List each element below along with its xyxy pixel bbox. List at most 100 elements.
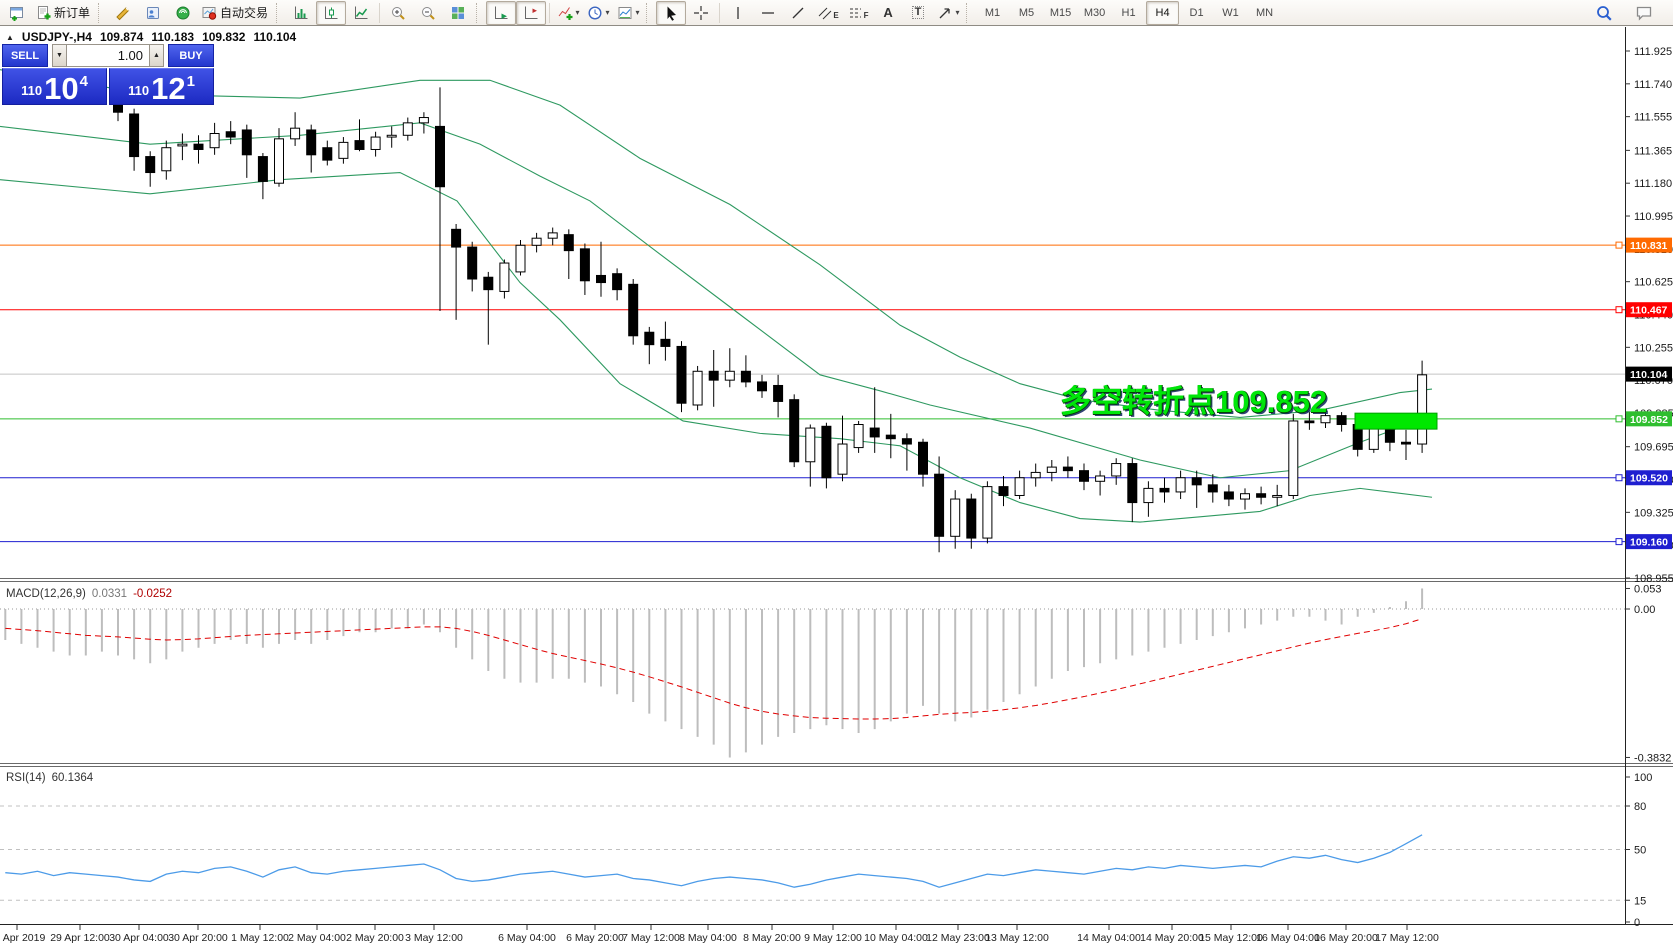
time-axis-label: 30 Apr 04:00 [109,932,169,944]
chart-shift-button[interactable] [516,0,547,25]
zoom-out-button[interactable] [413,1,443,25]
horizontal-line-button[interactable] [753,1,783,25]
bollinger-lower [0,171,1433,523]
timeframe-button-m1[interactable]: M1 [984,6,1001,19]
toolbar-grip [476,2,482,23]
bar-chart-button[interactable] [286,1,316,25]
chart-canvas[interactable]: 111.925 111.740 111.555 111.365 111.180 110.9… [0,26,1673,949]
autotrading-button[interactable]: 自动交易 [198,1,273,25]
toolbar-grip [98,2,104,23]
new-chart-icon [10,6,23,21]
horizontal-line-icon [762,11,775,14]
timeframe-button-d1[interactable]: D1 [1189,6,1204,19]
sell-price-display[interactable]: 110 10 4 [2,68,107,105]
channel-icon [819,7,832,19]
chat-button[interactable] [1629,1,1659,25]
zoom-in-button[interactable] [383,1,413,25]
crosshair-button[interactable] [686,1,716,25]
timeframe-button-w1[interactable]: W1 [1222,6,1239,19]
tile-windows-icon [452,6,465,19]
fibonacci-letter: F [863,11,869,20]
text-tool-button[interactable]: A [873,1,903,25]
label-tool-button[interactable]: T [903,1,933,25]
time-axis-label: 1 May 12:00 [231,932,289,944]
quote-open: 109.874 [99,30,144,44]
vertical-line-button[interactable] [723,1,753,25]
buy-price-display[interactable]: 110 12 1 [109,68,214,105]
timeframe-button-h4[interactable]: H4 [1146,0,1180,25]
price-tick-label: 109.695 [1634,442,1673,454]
volume-input[interactable]: 1.00 [67,44,149,67]
search-button[interactable] [1589,1,1619,25]
quote-high: 110.183 [151,30,195,44]
periods-icon [588,5,602,20]
price-tick-label: 111.180 [1634,178,1672,190]
market-watch-button[interactable] [138,1,168,25]
vertical-line-icon [737,6,739,19]
candlestick-chart-button[interactable] [316,0,347,25]
toolbar-right-group [1589,1,1673,25]
metaeditor-button[interactable] [108,1,138,25]
rsi-line [5,834,1423,888]
cursor-icon [667,6,677,21]
rsi-axis-label: 50 [1634,845,1646,857]
highlight-rectangle[interactable] [1354,412,1438,430]
sell-button[interactable]: SELL [2,44,48,67]
price-tick-label: 110.995 [1634,211,1673,223]
tile-windows-button[interactable] [443,1,473,25]
macd-axis-label: 0.00 [1634,604,1655,616]
one-click-trading-panel: SELL ▼ 1.00 ▲ BUY 110 10 4 110 12 1 [2,44,214,105]
collapse-icon[interactable]: ▲ [6,32,14,42]
channel-button[interactable]: E [813,1,843,25]
line-chart-icon [355,6,368,19]
time-axis-label: 6 May 20:00 [566,932,624,944]
quote-low: 109.832 [202,30,246,44]
buy-price-prefix: 110 [128,83,150,98]
price-badge [1626,470,1672,486]
auto-scroll-button[interactable] [486,0,517,25]
buy-button[interactable]: BUY [168,44,214,67]
new-order-icon [38,5,51,19]
bollinger-upper [0,69,1433,418]
trendline-button[interactable] [783,1,813,25]
shapes-button[interactable]: ▾ [933,1,963,25]
new-order-label: 新订单 [54,6,91,20]
timeframe-toolbar: M1 M5 M15 M30 H1 H4 D1 W1 MN [976,0,1281,25]
cursor-button[interactable] [656,0,687,25]
zoom-out-icon [422,6,435,20]
templates-button[interactable]: ▾ [613,1,643,25]
new-order-button[interactable]: 新订单 [32,1,95,25]
price-tick-label: 111.365 [1634,145,1672,157]
signals-button[interactable] [168,1,198,25]
volume-decrease-button[interactable]: ▼ [52,44,67,67]
indicators-icon [558,6,573,20]
price-tick-label: 110.255 [1634,342,1673,354]
fibonacci-button[interactable]: F [843,1,873,25]
timeframe-button-m15[interactable]: M15 [1049,6,1072,19]
line-chart-button[interactable] [346,1,376,25]
timeframe-button-m5[interactable]: M5 [1018,6,1035,19]
price-tick-label: 111.555 [1634,112,1672,124]
time-axis-label: 15 May 12:00 [1199,932,1263,944]
timeframe-button-h1[interactable]: H1 [1121,6,1136,19]
auto-scroll-icon [495,6,508,19]
crosshair-icon [694,5,709,20]
price-tick-label: 111.740 [1634,79,1672,91]
time-axis-label: 12 May 23:00 [926,932,990,944]
timeframe-button-m30[interactable]: M30 [1083,6,1106,19]
time-axis-label: 17 May 12:00 [1375,932,1439,944]
price-badge [1626,534,1672,550]
price-badge [1626,237,1672,253]
time-axis-label: 14 May 04:00 [1077,932,1141,944]
svg-text:109.160: 109.160 [1630,537,1668,549]
periods-button[interactable]: ▾ [583,1,613,25]
buy-price-pip: 1 [186,73,195,90]
indicators-button[interactable]: ▾ [553,1,583,25]
volume-increase-button[interactable]: ▲ [149,44,164,67]
price-tick-label: 108.955 [1634,573,1673,585]
time-axis-label: 28 Apr 2019 [0,932,45,944]
timeframe-button-mn[interactable]: MN [1255,6,1274,19]
rsi-axis-label: 100 [1634,772,1652,784]
new-chart-button[interactable] [2,1,32,25]
svg-text:110.467: 110.467 [1630,305,1668,317]
